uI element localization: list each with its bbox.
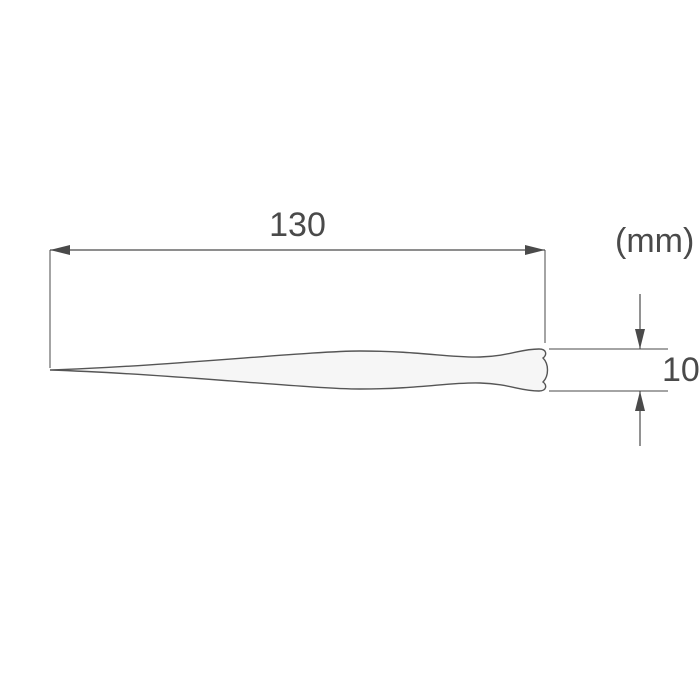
dimension-arrowhead bbox=[50, 245, 70, 255]
height-dimension-label: 10 bbox=[662, 351, 700, 389]
dimension-arrowhead bbox=[635, 391, 645, 411]
dimension-arrowhead bbox=[635, 329, 645, 349]
unit-label: (mm) bbox=[615, 222, 694, 260]
length-dimension-label: 130 bbox=[269, 206, 326, 244]
dimension-arrowhead bbox=[525, 245, 545, 255]
tool-silhouette bbox=[50, 349, 548, 391]
